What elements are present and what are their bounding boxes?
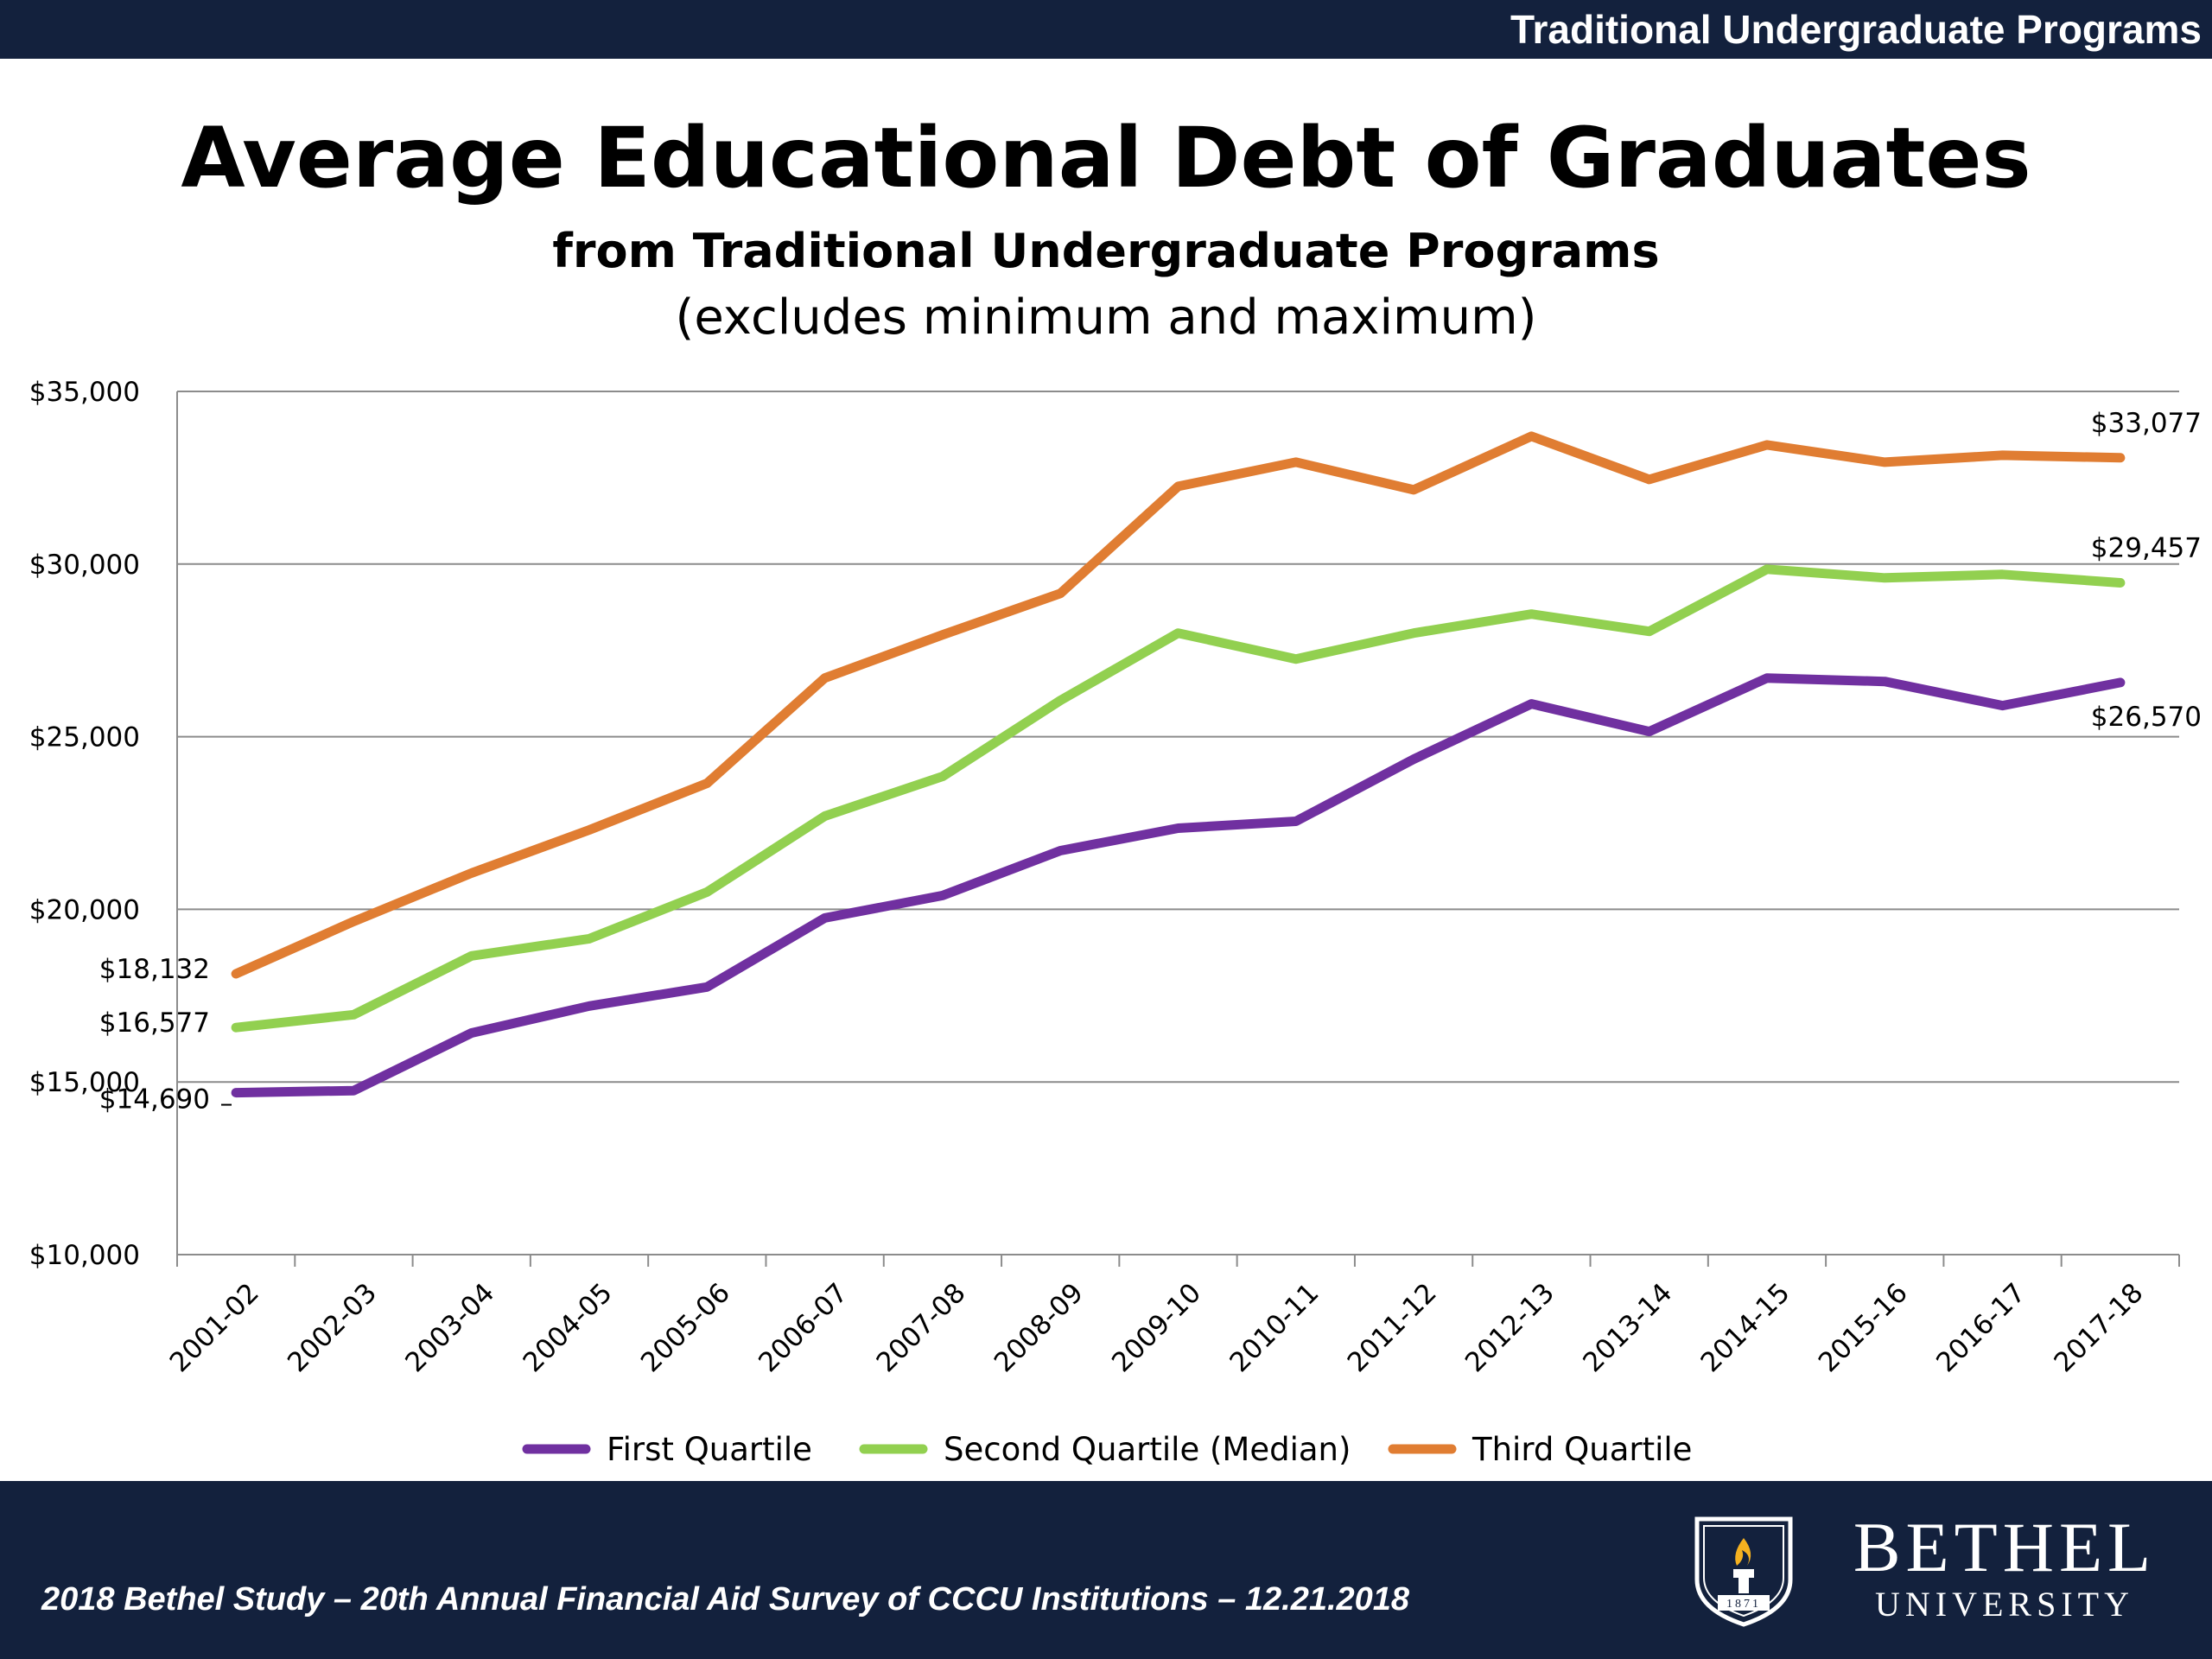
- footer-citation: 2018 Bethel Study – 20th Annual Financia…: [41, 1581, 1410, 1618]
- series-line-3: [231, 431, 2126, 979]
- section-title: Traditional Undergraduate Programs: [1510, 7, 2202, 52]
- bethel-shield-logo-icon: 1871: [1694, 1516, 1793, 1627]
- end-value-label: $33,077: [2091, 408, 2202, 439]
- x-tick-label: 2005-06: [635, 1277, 736, 1378]
- start-value-label: $14,690: [99, 1084, 210, 1116]
- series-line-1: [231, 673, 2126, 1098]
- logo-subtitle: UNIVERSITY: [1875, 1585, 2134, 1624]
- axes: $10,000 $15,000 $20,000 $25,000 $30,000 $35,0…: [29, 377, 2180, 1378]
- x-tick-label: 2010-11: [1224, 1277, 1325, 1378]
- x-tick-label: 2011-12: [1342, 1277, 1443, 1378]
- x-tick-label: 2008-09: [988, 1277, 1090, 1378]
- x-tick-label: 2015-16: [1813, 1277, 1914, 1378]
- x-tick-label: 2013-14: [1577, 1277, 1678, 1378]
- y-tick-label: $25,000: [29, 722, 140, 753]
- legend-label: Second Quartile (Median): [944, 1431, 1351, 1468]
- end-value-label: $26,570: [2091, 702, 2202, 733]
- x-tick-label: 2016-17: [1930, 1277, 2031, 1378]
- logo-year: 1871: [1726, 1598, 1761, 1611]
- x-tick-label: 2017-18: [2048, 1277, 2149, 1378]
- x-tick-label: 2014-15: [1695, 1277, 1796, 1378]
- legend-label: First Quartile: [607, 1431, 812, 1468]
- line-chart: $10,000 $15,000 $20,000 $25,000 $30,000 $35,0…: [29, 377, 2202, 1468]
- series-lines: [231, 431, 2126, 1098]
- x-tick-label: 2012-13: [1459, 1277, 1560, 1378]
- legend: First Quartile Second Quartile (Median) Th…: [522, 1431, 1692, 1468]
- y-tick-label: $20,000: [29, 894, 140, 925]
- start-value-label: $16,577: [99, 1007, 210, 1039]
- y-tick-label: $15,000: [29, 1067, 140, 1098]
- y-tick-label: $30,000: [29, 550, 140, 581]
- x-tick-label: 2004-05: [518, 1277, 619, 1378]
- bottom-bar: [0, 1481, 2212, 1659]
- start-value-label: $18,132: [99, 954, 210, 985]
- end-value-label: $29,457: [2091, 532, 2202, 563]
- x-tick-label: 2002-03: [282, 1277, 383, 1378]
- x-tick-label: 2007-08: [871, 1277, 972, 1378]
- gridlines: [177, 391, 2179, 1084]
- top-bar: Traditional Undergraduate Programs: [0, 0, 2212, 59]
- legend-label: Third Quartile: [1471, 1431, 1692, 1468]
- logo-wordmark: BETHEL: [1853, 1508, 2157, 1586]
- chart-subtitle: from Traditional Undergraduate Programs: [552, 224, 1660, 278]
- series-line-2: [231, 564, 2126, 1033]
- data-labels: $14,690 $26,570 $16,577 $29,457 $18,132 $33,0…: [99, 408, 2202, 1116]
- x-tick-label: 2001-02: [164, 1277, 265, 1378]
- y-tick-label: $35,000: [29, 377, 140, 408]
- chart-title: Average Educational Debt of Graduates: [181, 110, 2031, 207]
- y-tick-label: $10,000: [29, 1240, 140, 1271]
- chart-note: (excludes minimum and maximum): [675, 289, 1537, 346]
- x-tick-label: 2003-04: [399, 1277, 500, 1378]
- x-tick-label: 2006-07: [753, 1277, 854, 1378]
- x-tick-label: 2009-10: [1106, 1277, 1207, 1378]
